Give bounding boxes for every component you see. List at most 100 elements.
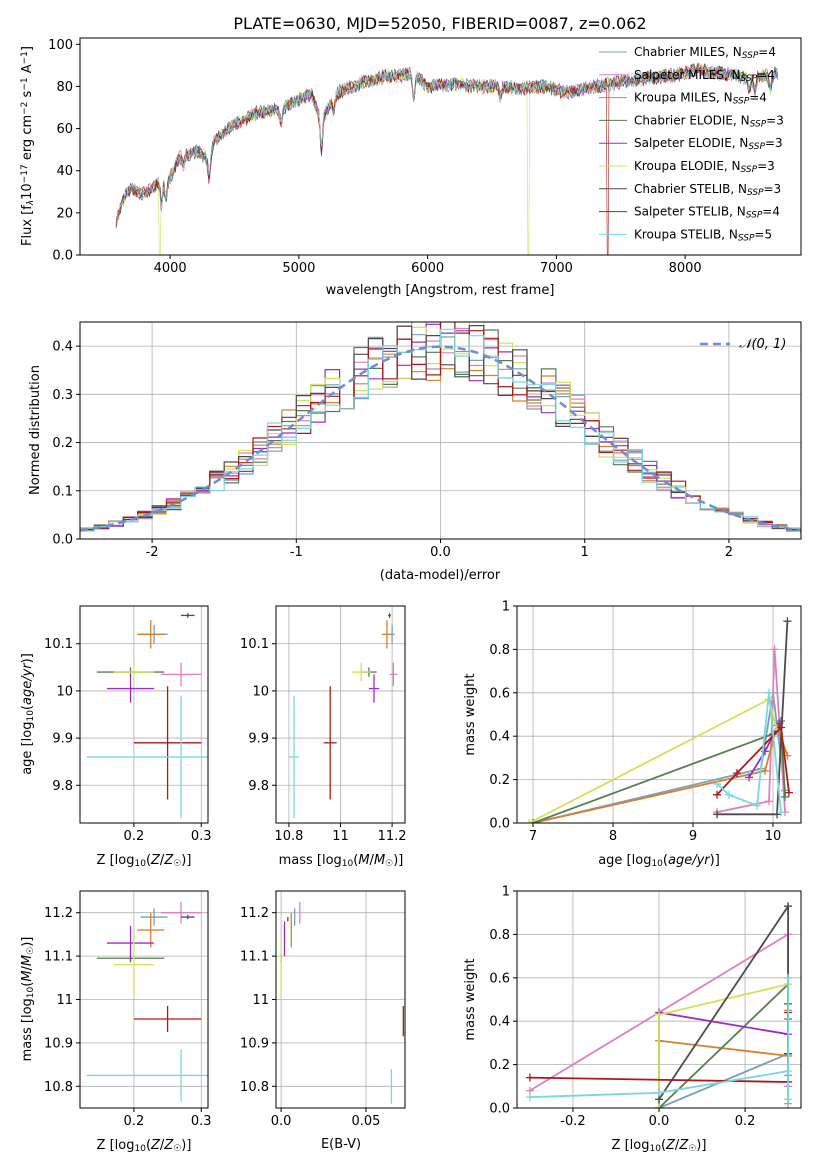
y-tick-label: 1 bbox=[502, 885, 510, 900]
y-tick-label: 0.8 bbox=[489, 643, 510, 658]
mass-vs-z-x-axis-label: Z [log10(Z/Z☉)] bbox=[97, 1138, 192, 1154]
legend-label-salpeter-miles-n-ssp-4: Salpeter MILES, NSSP=4 bbox=[634, 68, 775, 84]
weight_vs_Z-y-axis-label: mass weight bbox=[463, 958, 478, 1040]
weight-marker-salpeter-miles bbox=[765, 797, 773, 806]
weight-marker-chabrier-stelib bbox=[783, 617, 792, 626]
spectrum-y-axis-label: Flux [fλ10−17 erg cm−2 s−1 A−1] bbox=[20, 46, 36, 246]
x-tick-label: -1 bbox=[290, 545, 303, 560]
weight-line-kroupa-elodie bbox=[528, 697, 778, 823]
weight-marker-chabrier-stelib bbox=[713, 810, 721, 819]
weight-marker-kroupa-stelib bbox=[713, 779, 721, 788]
x-tick-label: 0.2 bbox=[124, 829, 145, 844]
y-tick-label: 0.2 bbox=[489, 773, 510, 788]
weight-marker-kroupa-stelib bbox=[655, 1088, 663, 1097]
residuals-x-axis-label: (data-model)/error bbox=[380, 568, 501, 583]
legend-label-kroupa-stelib-n-ssp-5: Kroupa STELIB, NSSP=5 bbox=[634, 227, 772, 243]
mass-vs-z-y-axis-label: mass [log10(M/M☉)] bbox=[20, 937, 36, 1062]
weight-marker-kroupa-miles bbox=[761, 766, 769, 775]
x-tick-label: 0.0 bbox=[649, 1114, 670, 1129]
y-tick-label: 11.2 bbox=[240, 906, 269, 921]
age-vs-mass-x-axis-label: mass [log10(M/M☉)] bbox=[279, 853, 404, 869]
age-vs-z-x-axis-label: Z [log10(Z/Z☉)] bbox=[97, 853, 192, 869]
weight-line-salpeter-stelib bbox=[716, 725, 790, 796]
y-tick-label: 0.6 bbox=[489, 686, 510, 701]
x-tick-label: 0.0 bbox=[430, 545, 451, 560]
mass_vs_ebv-plot-area bbox=[280, 901, 404, 1104]
x-tick-label: 0.2 bbox=[735, 1114, 756, 1129]
legend-label-kroupa-miles-n-ssp-4: Kroupa MILES, NSSP=4 bbox=[634, 91, 767, 107]
x-tick-label: 2 bbox=[725, 545, 733, 560]
chart-layer: 4000 5000 6000 7000 8000 0.0 20 40 60 80 100 wavele… bbox=[20, 37, 802, 1154]
y-tick-label: 0.4 bbox=[489, 730, 510, 745]
y-tick-label: 10.1 bbox=[240, 637, 269, 652]
weight-marker-kroupa-stelib bbox=[784, 1095, 793, 1104]
weight-line-chabrier-miles bbox=[532, 692, 786, 823]
y-tick-label: 11.1 bbox=[44, 950, 73, 965]
x-tick-label: 6000 bbox=[411, 261, 444, 276]
x-tick-label: 8 bbox=[609, 829, 617, 844]
weight-marker-salpeter-stelib bbox=[777, 723, 785, 732]
weight-line-salpeter-elodie bbox=[658, 1011, 789, 1108]
weight-marker-kroupa-stelib bbox=[753, 801, 761, 810]
y-tick-label: 100 bbox=[48, 38, 73, 53]
weight-marker-kroupa-elodie bbox=[525, 819, 533, 823]
y-tick-label: 10.8 bbox=[240, 1080, 269, 1095]
spectrum-x-axis-label: wavelength [Angstrom, rest frame] bbox=[326, 283, 555, 298]
x-tick-label: 9 bbox=[689, 829, 697, 844]
spectrum-frame bbox=[79, 37, 802, 256]
residuals-y-axis-label: Normed distribution bbox=[28, 365, 43, 495]
y-tick-label: 1 bbox=[502, 600, 510, 615]
spectrum-plot-area bbox=[115, 62, 778, 255]
y-tick-label: 11.1 bbox=[240, 950, 269, 965]
weight-marker-kroupa-stelib bbox=[525, 1093, 534, 1102]
x-tick-label: 0.0 bbox=[271, 1114, 292, 1129]
spectrum-kroupa-stelib bbox=[115, 62, 778, 224]
y-tick-label: 60 bbox=[56, 122, 73, 137]
y-tick-label: 0.2 bbox=[489, 1058, 510, 1073]
age_vs_mass-plot-area bbox=[288, 613, 398, 819]
y-tick-label: 20 bbox=[56, 206, 73, 221]
y-tick-label: 9.9 bbox=[52, 732, 73, 747]
x-tick-label: 0.3 bbox=[191, 829, 212, 844]
legend-label-chabrier-stelib-n-ssp-3: Chabrier STELIB, NSSP=3 bbox=[634, 182, 781, 198]
weight-marker-salpeter-stelib bbox=[785, 788, 793, 797]
x-tick-label: 0.3 bbox=[191, 1114, 212, 1129]
weight-marker-salpeter-miles bbox=[770, 645, 779, 654]
weight_vs_Z-plot-area bbox=[525, 902, 793, 1108]
y-tick-label: 0.4 bbox=[52, 340, 73, 355]
weight-marker-chabrier-elodie bbox=[781, 792, 789, 801]
weight-line-kroupa-miles bbox=[658, 1010, 789, 1108]
y-tick-label: 0.0 bbox=[489, 817, 510, 832]
weight-marker-kroupa-elodie bbox=[655, 1104, 663, 1108]
x-tick-label: 5000 bbox=[282, 261, 315, 276]
age_vs_Z-plot-area bbox=[86, 613, 208, 819]
x-tick-label: 7000 bbox=[540, 261, 573, 276]
weight-marker-salpeter-stelib bbox=[525, 1073, 534, 1082]
weight_vs_age-plot-area bbox=[525, 617, 793, 823]
x-tick-label: 0.2 bbox=[124, 1114, 145, 1129]
y-tick-label: 11.2 bbox=[44, 906, 73, 921]
y-tick-label: 10.1 bbox=[44, 637, 73, 652]
weight-marker-salpeter-stelib bbox=[713, 790, 721, 799]
x-tick-label: 11.2 bbox=[378, 829, 407, 844]
y-tick-label: 10.8 bbox=[44, 1080, 73, 1095]
weight-marker-kroupa-stelib bbox=[765, 688, 773, 697]
y-tick-label: 9.9 bbox=[248, 732, 269, 747]
x-tick-label: 8000 bbox=[669, 261, 702, 276]
weight-marker-kroupa-elodie bbox=[655, 1010, 663, 1019]
figure-title: PLATE=0630, MJD=52050, FIBERID=0087, z=0… bbox=[233, 14, 646, 33]
weight-marker-kroupa-stelib bbox=[725, 790, 733, 799]
y-tick-label: 0.3 bbox=[52, 388, 73, 403]
y-tick-label: 0.6 bbox=[489, 971, 510, 986]
x-tick-label: 4000 bbox=[154, 261, 187, 276]
y-tick-label: 11 bbox=[252, 993, 269, 1008]
y-tick-label: 0.1 bbox=[52, 484, 73, 499]
y-tick-label: 40 bbox=[56, 164, 73, 179]
y-tick-label: 11 bbox=[56, 993, 73, 1008]
x-tick-label: 0.05 bbox=[351, 1114, 380, 1129]
x-tick-label: 11 bbox=[332, 829, 349, 844]
y-tick-label: 9.8 bbox=[248, 779, 269, 794]
y-tick-label: 10 bbox=[56, 684, 73, 699]
legend-label-salpeter-stelib-n-ssp-4: Salpeter STELIB, NSSP=4 bbox=[634, 205, 780, 221]
